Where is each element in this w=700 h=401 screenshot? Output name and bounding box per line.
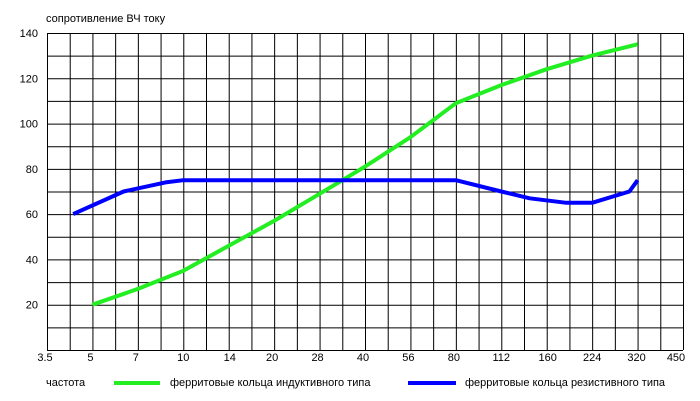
chart-grid: [47, 33, 684, 351]
x-tick-label: 20: [266, 352, 278, 364]
x-tick-label: 5: [87, 352, 93, 364]
chart-series: [72, 42, 640, 307]
x-tick-label: 56: [402, 352, 414, 364]
x-tick-label: 40: [357, 352, 369, 364]
y-tick-label: 100: [20, 119, 38, 131]
x-tick-label: 320: [627, 352, 645, 364]
x-axis-label: частота: [46, 377, 86, 389]
y-tick-label: 80: [26, 164, 38, 176]
legend-label-resistive: ферритовые кольца резистивного типа: [465, 377, 666, 389]
series-line-inductive: [91, 42, 639, 307]
x-tick-label: 450: [667, 352, 685, 364]
x-tick-label: 28: [311, 352, 323, 364]
y-tick-label: 120: [20, 73, 38, 85]
series-line-resistive: [72, 178, 640, 216]
x-tick-label: 3.5: [37, 352, 52, 364]
y-tick-label: 20: [26, 300, 38, 312]
x-tick-label: 224: [583, 352, 601, 364]
x-tick-label: 80: [448, 352, 460, 364]
legend-label-inductive: ферритовые кольца индуктивного типа: [170, 377, 371, 389]
x-tick-label: 14: [224, 352, 236, 364]
y-tick-label: 40: [26, 254, 38, 266]
x-tick-label: 112: [493, 352, 511, 364]
legend: ферритовые кольца индуктивного типа ферр…: [114, 377, 666, 389]
y-axis-label: сопротивление ВЧ току: [46, 13, 166, 25]
y-tick-label: 60: [26, 209, 38, 221]
x-tick-label: 10: [177, 352, 189, 364]
y-tick-labels: 20 40 60 80 100 120 140: [20, 28, 38, 312]
y-tick-label: 140: [20, 28, 38, 40]
x-tick-label: 7: [133, 352, 139, 364]
x-tick-label: 160: [539, 352, 557, 364]
x-tick-labels: 3.5 5 7 10 14 20 28 40 56 80 112 160 224 320 450: [37, 352, 685, 364]
